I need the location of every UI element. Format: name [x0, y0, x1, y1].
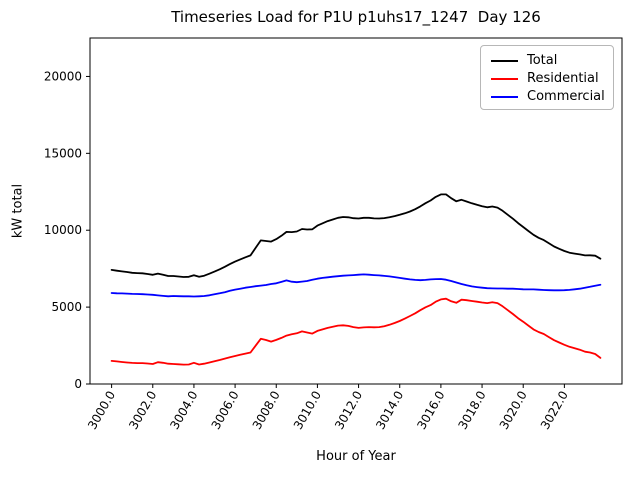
- line-commercial: [110, 273, 602, 298]
- y-axis-label: kW total: [10, 183, 26, 239]
- y-tick-label: 20000: [44, 69, 82, 83]
- y-tick-label: 10000: [44, 223, 82, 237]
- x-tick-label: 3000.0: [85, 389, 118, 432]
- line-residential: [110, 297, 602, 366]
- x-axis-label: Hour of Year: [316, 449, 396, 464]
- legend-item-residential: Residential: [491, 70, 613, 88]
- legend-label-total: Total: [527, 53, 558, 68]
- x-tick-label: 3010.0: [291, 389, 324, 432]
- legend-label-residential: Residential: [527, 71, 599, 86]
- x-tick-label: 3012.0: [332, 389, 365, 432]
- legend-label-commercial: Commercial: [527, 89, 605, 104]
- x-tick-label: 3022.0: [538, 389, 571, 432]
- y-tick-label: 15000: [44, 146, 82, 160]
- x-tick-label: 3018.0: [456, 389, 489, 432]
- legend-line-swatch-residential: [491, 78, 518, 80]
- x-tick-label: 3004.0: [167, 389, 200, 432]
- legend: Total Residential Commercial: [480, 45, 614, 110]
- legend-item-commercial: Commercial: [491, 88, 613, 106]
- axes-frame: [89, 37, 623, 385]
- y-tick-label: 5000: [51, 300, 82, 314]
- legend-line-swatch-commercial: [491, 96, 518, 98]
- x-tick-label: 3014.0: [373, 389, 406, 432]
- y-tick-label: 0: [74, 377, 82, 391]
- x-tick-label: 3020.0: [497, 389, 530, 432]
- legend-line-swatch-total: [491, 60, 518, 62]
- x-tick-label: 3006.0: [209, 389, 242, 432]
- x-tick-label: 3016.0: [414, 389, 447, 432]
- x-tick-label: 3008.0: [250, 389, 283, 432]
- line-total: [110, 193, 602, 278]
- chart-title: Timeseries Load for P1U p1uhs17_1247 Day…: [171, 8, 541, 26]
- legend-item-total: Total: [491, 52, 613, 70]
- x-tick-label: 3002.0: [126, 389, 159, 432]
